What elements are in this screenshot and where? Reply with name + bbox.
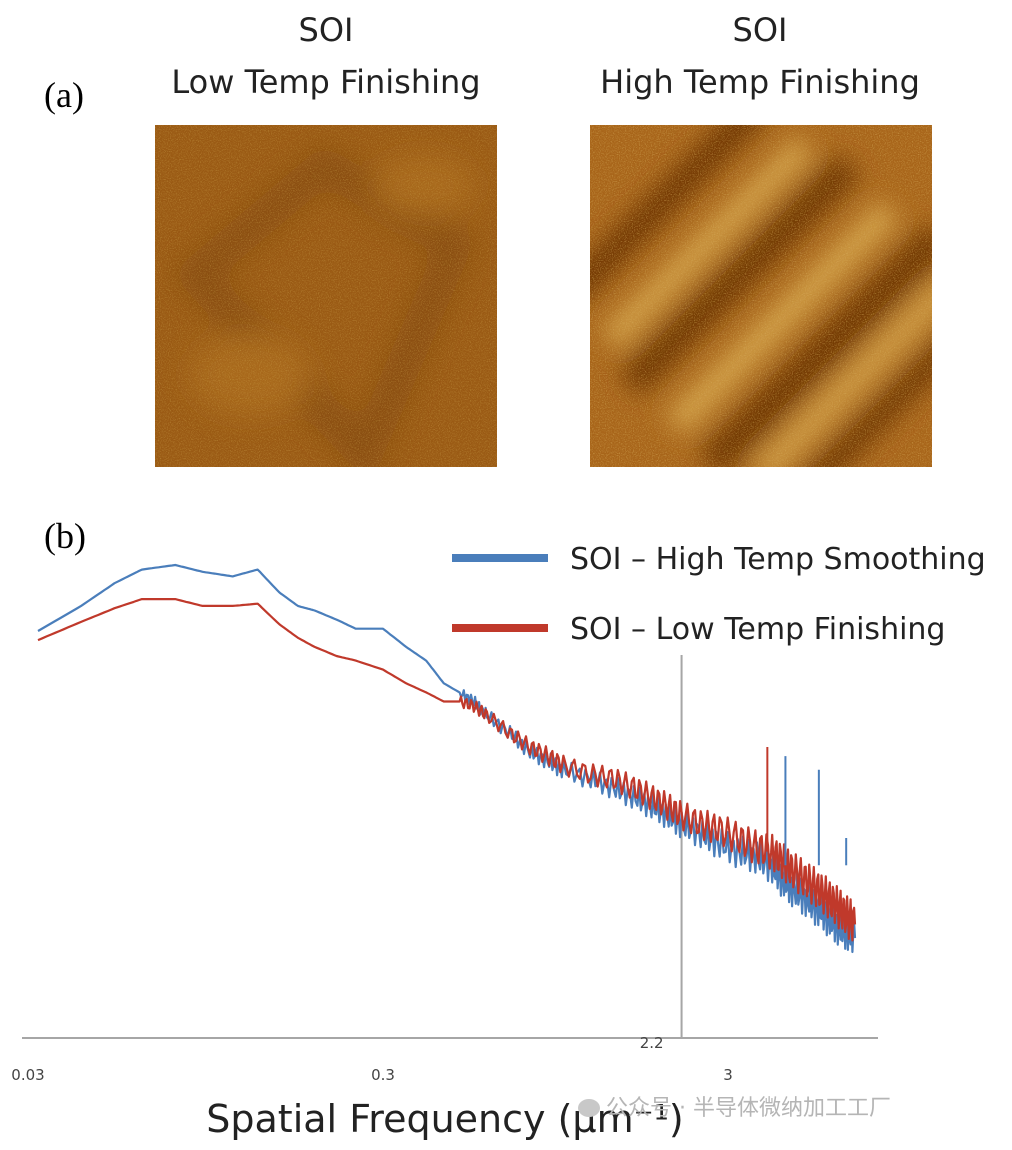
- afm-image-low-temp: [155, 125, 497, 467]
- watermark: 公众号 · 半导体微纳加工工厂: [578, 1090, 891, 1122]
- chart-series: [37, 563, 857, 954]
- legend-label: SOI – Low Temp Finishing: [570, 612, 945, 647]
- afm-image-high-temp: [590, 125, 932, 467]
- x-axis-title: Spatial Frequency (µm⁻¹): [206, 1097, 683, 1141]
- right-title-line2: High Temp Finishing: [600, 63, 920, 101]
- watermark-text: 公众号 · 半导体微纳加工工厂: [606, 1096, 891, 1121]
- legend-label: SOI – High Temp Smoothing: [570, 542, 986, 577]
- x-tick-label: 0.03: [11, 1066, 44, 1084]
- x-tick-labels: 0.03 0.3 3: [11, 1066, 733, 1084]
- left-image-title: SOI Low Temp Finishing: [116, 4, 536, 108]
- left-title-line2: Low Temp Finishing: [171, 63, 481, 101]
- x-tick-label: 3: [723, 1066, 733, 1084]
- psd-chart: 2.2 0.03 0.3 3 SOI – High Temp SmoothingSO…: [11, 542, 986, 1141]
- left-title-line1: SOI: [298, 11, 354, 49]
- wechat-icon: [578, 1099, 600, 1117]
- panel-a-label: (a): [44, 75, 84, 115]
- vertical-reference-label: 2.2: [640, 1034, 664, 1052]
- right-title-line1: SOI: [732, 11, 788, 49]
- series-line: [37, 597, 857, 942]
- x-tick-label: 0.3: [371, 1066, 395, 1084]
- panel-b-label: (b): [44, 516, 86, 556]
- chart-legend: SOI – High Temp Smoothing SOI – Low Temp …: [452, 542, 986, 647]
- right-image-title: SOI High Temp Finishing: [550, 4, 970, 108]
